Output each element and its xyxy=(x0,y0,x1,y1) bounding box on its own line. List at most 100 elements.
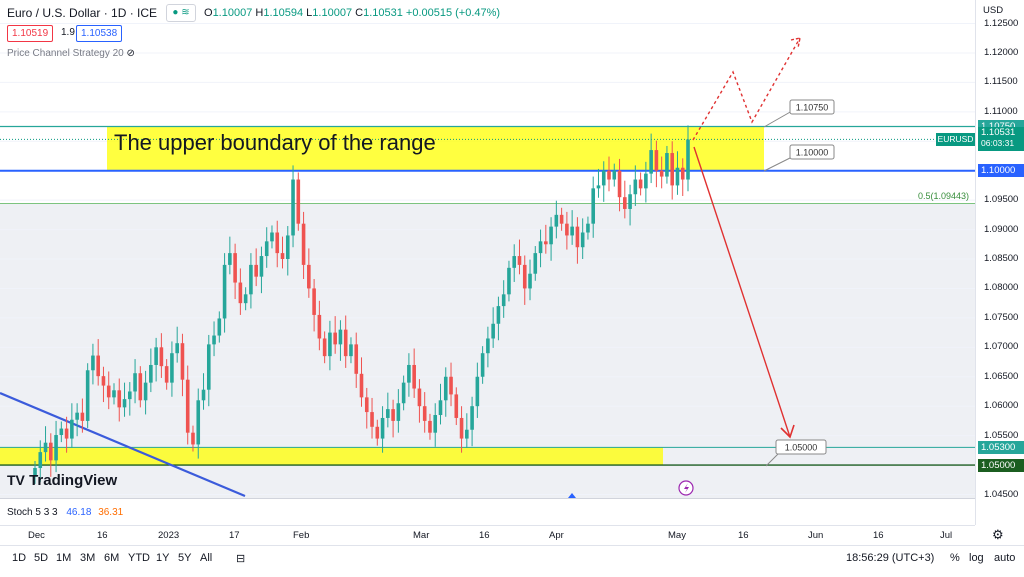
candle-body xyxy=(528,273,532,289)
candle-body xyxy=(401,382,406,404)
candle-body xyxy=(48,442,53,461)
range-button-1m[interactable]: 1M xyxy=(56,552,72,564)
price-chart[interactable]: 1.10750 1.10000 1.05000 0.5(1.09443) The… xyxy=(0,0,975,498)
low-label: L xyxy=(306,7,313,19)
log-toggle[interactable]: log xyxy=(969,552,984,564)
candle-body xyxy=(201,389,206,401)
range-button-6m[interactable]: 6M xyxy=(104,552,120,564)
open-label: O xyxy=(204,7,213,19)
candle-body xyxy=(443,376,448,401)
settings-gear-icon[interactable]: ⚙ xyxy=(992,527,1004,542)
candle-body xyxy=(612,170,617,180)
strategy-name: Price Channel Strategy 20 xyxy=(7,48,124,59)
candle-body xyxy=(512,256,517,268)
price-tick: 1.04500 xyxy=(984,488,1019,500)
candle-body xyxy=(185,379,190,433)
candle-body xyxy=(280,253,285,259)
range-button-1d[interactable]: 1D xyxy=(12,552,27,564)
candle-body xyxy=(122,399,127,408)
candle-body xyxy=(370,412,374,427)
candle-body xyxy=(291,179,295,236)
callout-upper[interactable]: 1.10750 xyxy=(789,99,835,115)
percent-toggle[interactable]: % xyxy=(950,552,960,564)
symbol-title[interactable]: Euro / U.S. Dollar · 1D · ICE xyxy=(7,6,158,20)
candle-body xyxy=(259,256,264,277)
currency-label[interactable]: USD xyxy=(983,5,1004,16)
auto-toggle[interactable]: auto xyxy=(994,552,1016,564)
range-button-5y[interactable]: 5Y xyxy=(178,552,192,564)
candle-body xyxy=(449,376,453,395)
callout-lower-text: 1.05000 xyxy=(785,443,818,453)
candle-body xyxy=(154,347,158,365)
candle-body xyxy=(112,390,116,398)
event-marker-icon[interactable] xyxy=(568,493,576,498)
strategy-label[interactable]: Price Channel Strategy 20 ⊘ xyxy=(7,48,135,59)
downtrend-line[interactable] xyxy=(0,391,246,498)
eye-off-icon[interactable]: ⊘ xyxy=(126,48,135,59)
range-annotation[interactable]: The upper boundary of the range xyxy=(114,130,436,155)
callout-boundary-text: 1.10000 xyxy=(796,148,829,158)
price-tick: 1.12500 xyxy=(984,17,1019,29)
candle-body xyxy=(317,314,322,339)
fib-label: 0.5(1.09443) xyxy=(918,191,969,201)
candle-body xyxy=(275,232,280,254)
range-button-1y[interactable]: 1Y xyxy=(156,552,170,564)
candle-body xyxy=(106,385,111,398)
candle-body xyxy=(322,338,327,357)
candle-body xyxy=(217,318,222,336)
market-status-badge[interactable]: ● ≋ xyxy=(166,4,196,22)
candle-body xyxy=(649,150,653,174)
candle-body xyxy=(364,397,369,413)
price-tick: 1.05500 xyxy=(984,429,1019,441)
range-button-5d[interactable]: 5D xyxy=(34,552,49,564)
candle-body xyxy=(301,223,306,265)
candles xyxy=(33,125,690,484)
candle-body xyxy=(70,419,74,439)
time-axis[interactable] xyxy=(0,525,975,544)
callout-lower[interactable]: 1.05000 xyxy=(775,439,827,455)
tradingview-logo[interactable]: TV TradingView xyxy=(7,472,117,489)
stoch-pane[interactable] xyxy=(0,498,975,525)
lower-range-zone[interactable] xyxy=(0,447,663,466)
projection-up-arrow[interactable] xyxy=(692,37,801,141)
candle-body xyxy=(349,344,353,357)
price-tick: 1.06000 xyxy=(984,400,1019,412)
candle-body xyxy=(565,223,569,236)
candle-body xyxy=(570,226,574,236)
projection-down-arrow[interactable] xyxy=(693,146,791,438)
candle-body xyxy=(549,226,553,245)
candle-body xyxy=(133,373,137,392)
date-range-icon[interactable]: ⊟ xyxy=(236,553,246,565)
stoch-d: 36.31 xyxy=(98,507,124,518)
stoch-legend[interactable]: Stoch 5 3 3 46.18 36.31 xyxy=(7,507,123,518)
clock[interactable]: 18:56:29 (UTC+3) xyxy=(846,552,935,564)
candle-body xyxy=(507,267,511,295)
candle-body xyxy=(343,329,348,357)
candle-body xyxy=(85,370,90,421)
support-price-label: 1.05000 xyxy=(978,458,1024,472)
candle-body xyxy=(644,173,648,189)
spread-value: 1.9 xyxy=(61,27,75,38)
projection-down-arrowhead xyxy=(780,424,795,439)
candle-body xyxy=(333,332,337,345)
high-label: H xyxy=(255,7,264,19)
time-tick: 16 xyxy=(479,530,490,541)
price-tick: 1.12000 xyxy=(984,46,1019,58)
countdown-value: 06:03:31 xyxy=(981,138,1015,149)
range-button-3m[interactable]: 3M xyxy=(80,552,96,564)
callout-boundary[interactable]: 1.10000 xyxy=(789,144,835,160)
candle-body xyxy=(96,355,100,377)
candle-body xyxy=(391,409,395,421)
candle-body xyxy=(665,153,669,177)
upper-range-zone[interactable] xyxy=(107,126,764,171)
lightning-icon[interactable] xyxy=(678,480,694,496)
range-button-ytd[interactable]: YTD xyxy=(128,552,150,564)
time-tick: 16 xyxy=(97,530,108,541)
price-axis[interactable] xyxy=(975,0,1024,525)
buy-price-button[interactable]: 1.10538 xyxy=(76,25,123,42)
candle-body xyxy=(454,394,459,418)
candle-body xyxy=(254,264,258,277)
range-button-all[interactable]: All xyxy=(200,552,213,564)
sell-price-button[interactable]: 1.10519 xyxy=(7,25,54,42)
time-tick: Jul xyxy=(940,530,953,541)
